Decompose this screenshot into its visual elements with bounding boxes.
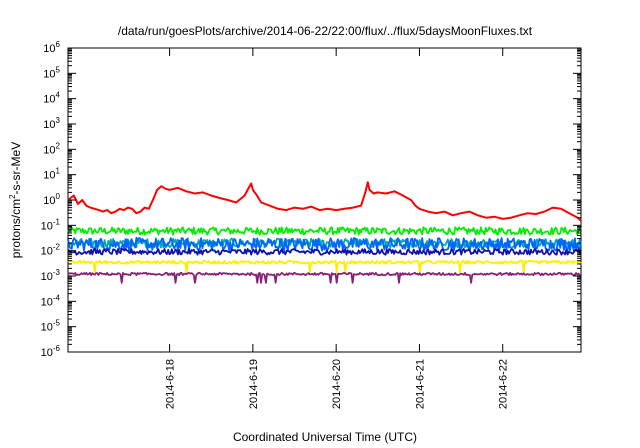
y-tick-label: 10-3 bbox=[41, 268, 61, 283]
series-layer bbox=[67, 181, 582, 284]
x-axis: 2014-6-18 2014-6-19 2014-6-20 2014-6-21 2014… bbox=[165, 48, 510, 409]
series-line bbox=[67, 271, 582, 284]
y-tick-label: 104 bbox=[43, 91, 60, 106]
series-line bbox=[67, 259, 582, 274]
y-tick-label: 10-6 bbox=[41, 344, 61, 359]
y-tick-label: 102 bbox=[43, 141, 60, 156]
x-axis-title: Coordinated Universal Time (UTC) bbox=[233, 430, 417, 444]
plot-area bbox=[67, 47, 582, 353]
y-tick-label: 10-4 bbox=[41, 293, 61, 308]
y-tick-label: 10-2 bbox=[41, 243, 61, 258]
y-axis-title: protons/cm2-s-sr-MeV bbox=[8, 142, 23, 258]
series-line bbox=[67, 247, 582, 256]
x-tick-label: 2014-6-19 bbox=[248, 359, 260, 409]
y-axis-title-base: protons/cm bbox=[9, 199, 23, 258]
x-tick-label: 2014-6-21 bbox=[414, 359, 426, 409]
y-tick-label: 101 bbox=[43, 167, 60, 182]
y-tick-label: 10-1 bbox=[41, 217, 61, 232]
y-tick-label: 100 bbox=[43, 192, 60, 207]
x-tick-label: 2014-6-22 bbox=[498, 359, 510, 409]
y-axis-title-rest: -s-sr-MeV bbox=[9, 142, 23, 195]
x-tick-label: 2014-6-20 bbox=[331, 359, 343, 409]
y-tick-label: 105 bbox=[43, 65, 60, 80]
x-tick-label: 2014-6-18 bbox=[165, 359, 177, 409]
series-line bbox=[67, 236, 582, 252]
series-line bbox=[67, 181, 582, 222]
y-axis: 10-6 10-5 10-4 10-3 10-2 10-1 100 101 102 103 104 1… bbox=[41, 40, 581, 359]
y-tick-label: 10-5 bbox=[41, 319, 61, 334]
y-axis-title-exp: 2 bbox=[8, 194, 17, 199]
y-tick-label: 103 bbox=[43, 116, 60, 131]
series-line bbox=[67, 226, 582, 236]
chart-title: /data/run/goesPlots/archive/2014-06-22/2… bbox=[118, 24, 533, 38]
y-tick-label: 106 bbox=[43, 40, 60, 55]
